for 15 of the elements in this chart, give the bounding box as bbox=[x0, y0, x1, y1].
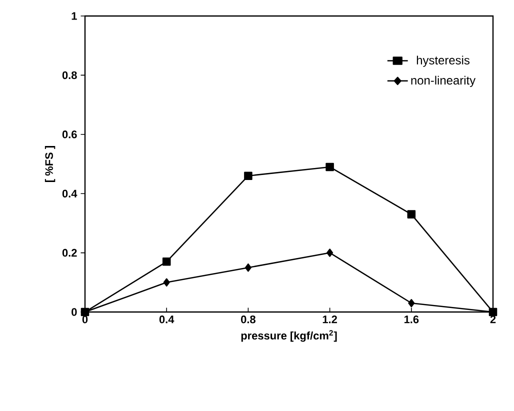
y-tick-label: 0.2 bbox=[62, 248, 77, 257]
y-tick-label: 0 bbox=[72, 308, 77, 316]
legend-label: hysteresis bbox=[416, 56, 470, 67]
x-tick-label: 0.4 bbox=[159, 316, 174, 324]
y-tick-label: 0.8 bbox=[62, 71, 77, 80]
x-tick-label: 1.2 bbox=[322, 316, 337, 324]
y-tick-label: 1 bbox=[72, 12, 77, 20]
y-tick-label: 0.4 bbox=[62, 190, 78, 198]
y-axis-title: [ %FS ] bbox=[44, 146, 56, 182]
x-tick-label: 0.8 bbox=[241, 316, 256, 324]
x-axis-title: pressure [kgf/cm$^{2}$] bbox=[241, 330, 337, 342]
y-tick-label: 0.6 bbox=[62, 130, 77, 138]
x-tick-label: 1.6 bbox=[404, 316, 419, 324]
legend-label: non-linearity bbox=[411, 76, 476, 87]
x-tick-label: 0 bbox=[82, 316, 88, 324]
